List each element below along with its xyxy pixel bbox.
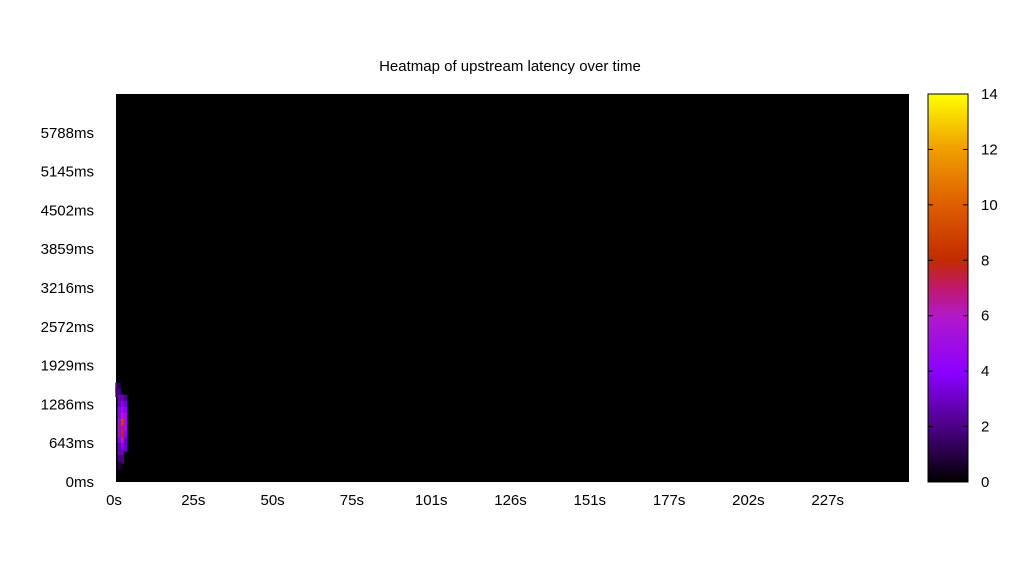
heatmap-cell — [117, 443, 121, 452]
colorbar-tick-label: 12 — [981, 141, 998, 158]
colorbar-tick-label: 14 — [981, 86, 998, 103]
heatmap-cell — [120, 394, 124, 404]
heatmap-cell — [117, 406, 121, 416]
heatmap-cell — [117, 388, 121, 398]
heatmap-cell — [120, 443, 124, 452]
colorbar — [927, 93, 969, 483]
heatmap-cell — [117, 449, 121, 458]
y-tick-label: 0ms — [66, 474, 94, 491]
heatmap-cell — [115, 388, 119, 398]
chart-title: Heatmap of upstream latency over time — [379, 58, 641, 75]
heatmap-cell — [117, 425, 121, 434]
colorbar-tick-label: 0 — [981, 474, 989, 491]
heatmap-cell — [120, 412, 124, 422]
x-tick-label: 177s — [653, 492, 686, 509]
y-axis-ticks: 0ms 643ms 1286ms 1929ms 2572ms 3216ms 3859ms 45… — [41, 125, 94, 491]
heatmap-cell — [117, 394, 121, 404]
heatmap-cell — [123, 400, 127, 410]
heatmap-cell — [123, 425, 127, 434]
heatmap-cell — [117, 455, 121, 464]
colorbar-tick-label: 2 — [981, 419, 989, 436]
heatmap-cell — [120, 431, 124, 440]
y-tick-label: 3216ms — [41, 280, 94, 297]
heatmap-cell — [115, 382, 119, 392]
y-tick-label: 1929ms — [41, 358, 94, 375]
y-tick-label: 2572ms — [41, 319, 94, 336]
y-tick-label: 1286ms — [41, 396, 94, 413]
heatmap-cell — [117, 412, 121, 422]
x-tick-label: 126s — [494, 492, 527, 509]
y-tick-label: 3859ms — [41, 241, 94, 258]
heatmap-cell — [117, 431, 121, 440]
heatmap-cell — [117, 382, 121, 392]
x-tick-label: 202s — [732, 492, 765, 509]
heatmap-cell — [120, 455, 124, 464]
heatmap-cell — [123, 431, 127, 440]
y-tick-label: 643ms — [49, 435, 94, 452]
y-tick-label: 4502ms — [41, 202, 94, 219]
heatmap-cell — [123, 418, 127, 428]
plot-area — [116, 94, 909, 482]
x-tick-label: 151s — [574, 492, 607, 509]
heatmap-cell — [120, 425, 124, 434]
x-tick-label: 50s — [261, 492, 285, 509]
x-axis-ticks: 0s 25s 50s 75s 101s 126s 151s 177s 202s 227s — [106, 492, 844, 509]
heatmap-cell — [123, 394, 127, 404]
colorbar-tick-label: 6 — [981, 308, 989, 325]
x-tick-label: 75s — [340, 492, 364, 509]
heatmap-cell — [120, 400, 124, 410]
colorbar-tick-label: 8 — [981, 252, 989, 269]
heatmap-cells — [115, 382, 127, 470]
colorbar-ticks: 0 2 4 6 8 10 12 14 — [928, 86, 998, 491]
x-tick-label: 25s — [181, 492, 205, 509]
x-tick-label: 0s — [106, 492, 122, 509]
colorbar-tick-label: 10 — [981, 197, 998, 214]
heatmap-cell — [120, 418, 124, 428]
heatmap-cell — [120, 449, 124, 458]
heatmap-cell — [120, 406, 124, 416]
heatmap-cell — [123, 443, 127, 452]
y-tick-label: 5145ms — [41, 164, 94, 181]
x-tick-label: 101s — [415, 492, 448, 509]
heatmap-cell — [117, 418, 121, 428]
x-tick-label: 227s — [811, 492, 844, 509]
heatmap-cell — [117, 437, 121, 446]
colorbar-tick-label: 4 — [981, 363, 989, 380]
heatmap-cell — [117, 461, 121, 470]
heatmap-cell — [123, 406, 127, 416]
heatmap-cell — [120, 437, 124, 446]
heatmap-cell — [123, 437, 127, 446]
heatmap-cell — [123, 412, 127, 422]
y-tick-label: 5788ms — [41, 125, 94, 142]
heatmap-cell — [117, 400, 121, 410]
